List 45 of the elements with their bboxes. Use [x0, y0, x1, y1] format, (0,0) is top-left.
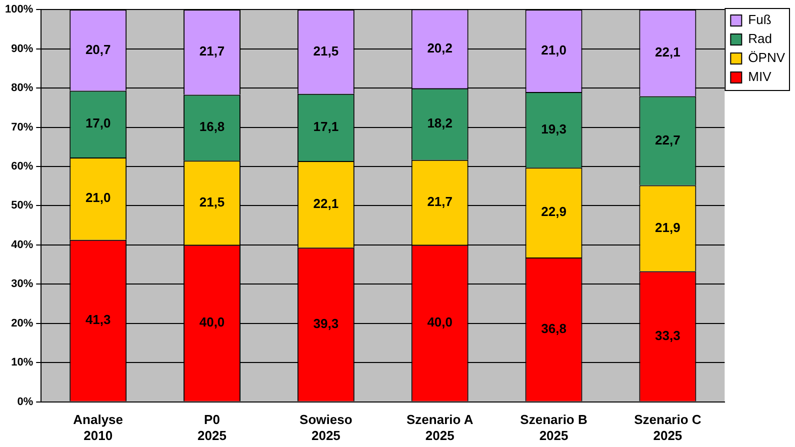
data-label: 22,7 — [655, 132, 680, 148]
data-label: 20,2 — [427, 40, 453, 56]
data-label: 22,9 — [541, 204, 566, 220]
x-tick-label: Szenario B 2025 — [520, 412, 588, 443]
data-label: 19,3 — [541, 121, 566, 136]
data-label: 39,3 — [313, 316, 339, 332]
data-label: 21,7 — [427, 194, 453, 209]
data-label: 20,7 — [85, 42, 111, 57]
y-tick-label: 50% — [11, 200, 34, 212]
data-label: 40,0 — [199, 314, 225, 330]
data-label: 22,1 — [313, 196, 339, 211]
data-label: 21,5 — [313, 43, 339, 58]
data-label: 17,0 — [85, 116, 111, 131]
data-label: 18,2 — [427, 116, 453, 131]
y-tick-label: 40% — [11, 238, 34, 251]
data-label: 21,0 — [541, 42, 566, 58]
y-tick-label: 60% — [11, 160, 34, 173]
x-tick-label: Szenario A 2025 — [406, 412, 474, 443]
y-tick-label: 20% — [11, 317, 34, 330]
y-tick-label: 90% — [11, 42, 34, 55]
data-label: 22,1 — [655, 44, 680, 60]
data-label: 36,8 — [541, 320, 566, 336]
x-tick-label: P0 2025 — [198, 412, 226, 443]
y-tick-label: 10% — [11, 356, 34, 369]
data-label: 21,5 — [199, 194, 225, 210]
x-tick-label: Sowieso 2025 — [300, 412, 352, 443]
data-label: 21,0 — [85, 190, 111, 206]
data-label: 16,8 — [199, 119, 225, 134]
legend-label: ÖPNV — [748, 50, 786, 66]
legend-label: Fuß — [748, 12, 772, 28]
y-tick-label: 0% — [17, 396, 34, 408]
data-label: 33,3 — [655, 328, 680, 343]
data-label: 41,3 — [85, 312, 111, 328]
data-label: 17,1 — [313, 119, 339, 134]
y-tick-label: 30% — [11, 278, 34, 290]
data-label: 21,9 — [655, 220, 680, 235]
data-label: 40,0 — [427, 314, 453, 330]
legend-label: Rad — [748, 31, 772, 46]
x-tick-label: Analyse 2010 — [73, 412, 124, 443]
data-label: 21,7 — [199, 44, 225, 59]
x-tick-label: Szenario C 2025 — [634, 412, 702, 443]
y-tick-label: 70% — [11, 121, 34, 134]
y-tick-label: 100% — [4, 4, 34, 16]
legend-label: MIV — [748, 69, 772, 84]
y-tick-label: 80% — [11, 82, 34, 94]
